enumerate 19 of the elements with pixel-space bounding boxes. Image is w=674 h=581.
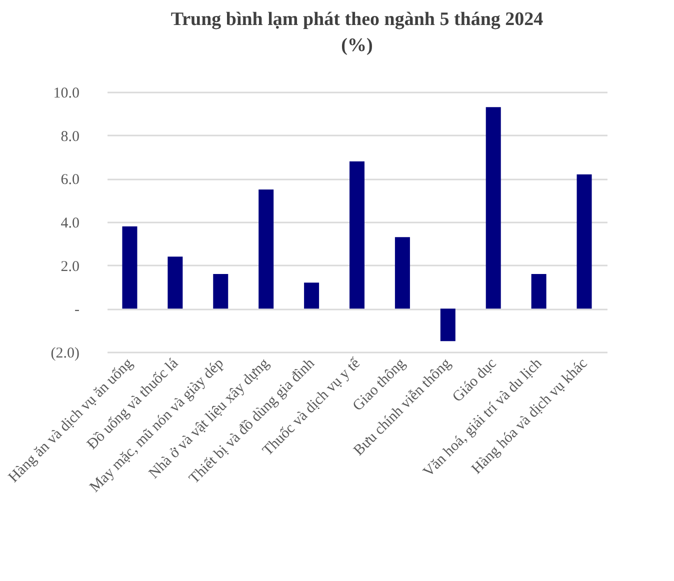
y-tick-label: 4.0 <box>60 216 80 232</box>
bar <box>168 256 183 309</box>
bar <box>531 274 546 309</box>
bar <box>213 274 228 309</box>
bar <box>394 237 410 309</box>
bar <box>486 107 501 309</box>
bar <box>576 174 592 309</box>
y-tick-label: 2.0 <box>60 258 80 275</box>
bar <box>304 282 320 309</box>
chart-title: Trung bình lạm phát theo ngành 5 tháng 2024 (%) <box>170 9 544 56</box>
bar <box>350 161 364 309</box>
y-tick-label: 6.0 <box>60 172 80 188</box>
y-tick-label: 8.0 <box>60 128 80 145</box>
y-tick-label: 10.0 <box>53 86 80 102</box>
y-tick-label: - <box>74 302 80 318</box>
y-tick-label: (2.0) <box>50 346 80 362</box>
bar <box>440 308 456 342</box>
bar <box>122 226 138 309</box>
bar <box>258 190 274 309</box>
